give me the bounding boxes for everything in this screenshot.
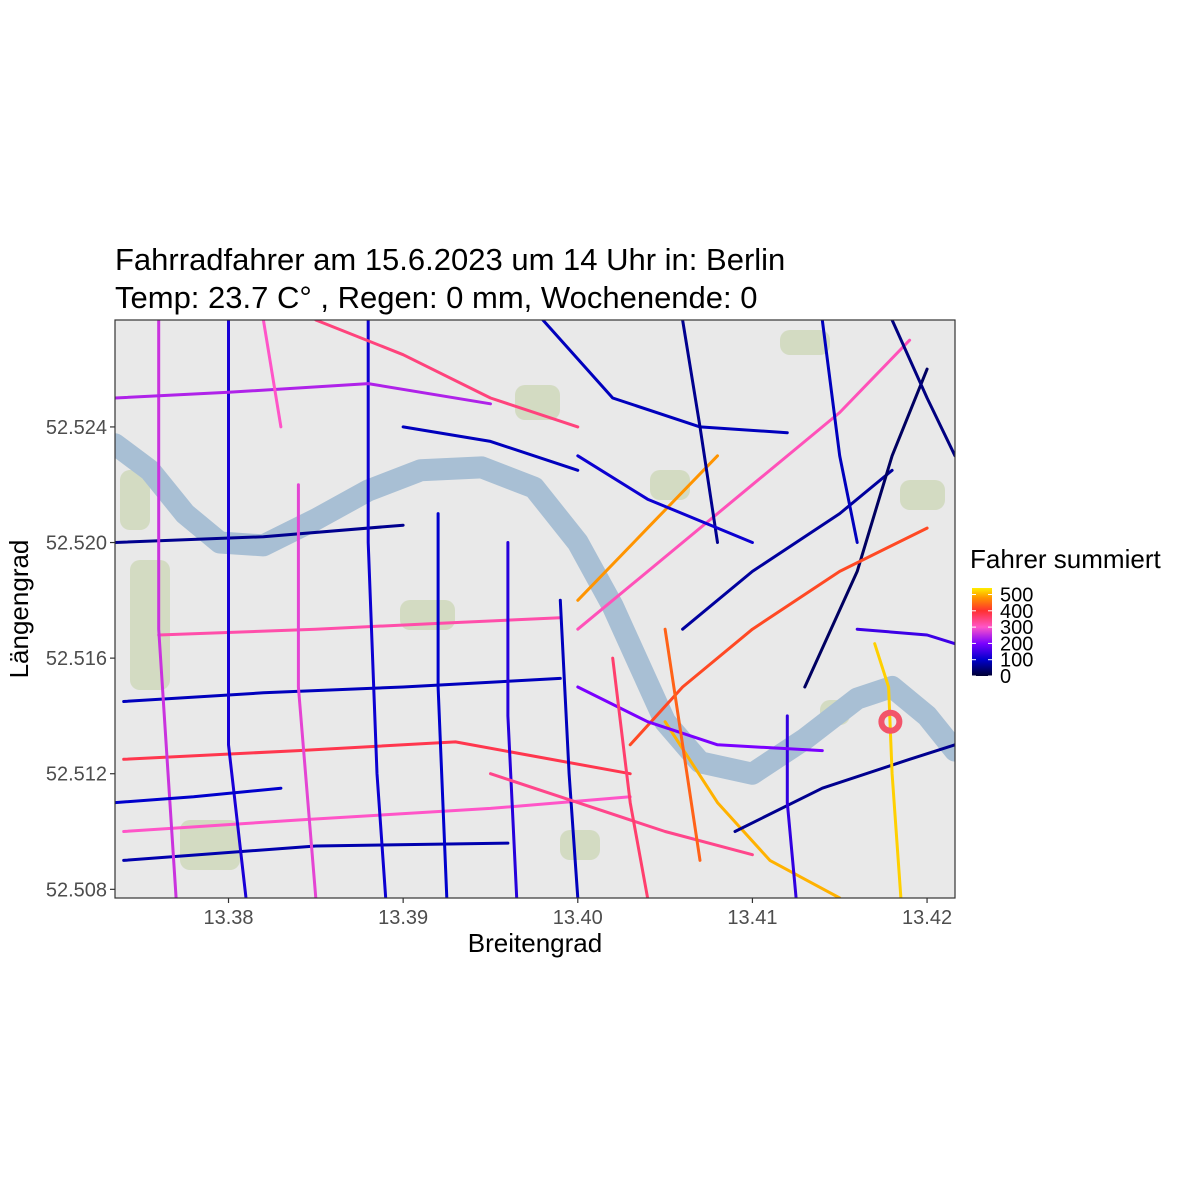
chart-title-line1: Fahrradfahrer am 15.6.2023 um 14 Uhr in:… <box>115 242 785 277</box>
road-segment <box>628 526 929 747</box>
river-spree <box>115 433 955 785</box>
road-segment <box>803 367 929 689</box>
road-segment <box>157 616 562 637</box>
road-segment <box>115 382 492 406</box>
park-area <box>180 820 240 870</box>
road-segment <box>855 627 955 646</box>
road-segment <box>576 454 754 544</box>
y-axis-title: Längengrad <box>4 540 34 679</box>
road-segment <box>115 523 405 544</box>
road-segment <box>366 320 388 898</box>
legend-label: 300 <box>1000 617 1033 639</box>
y-axis: 52.508 52.512 52.516 52.520 52.524 <box>46 417 115 901</box>
panel-border <box>114 319 956 899</box>
x-axis: 13.38 13.39 13.40 13.41 13.42 <box>203 898 952 929</box>
road-segment <box>296 483 318 898</box>
legend-label: 100 <box>1000 650 1033 672</box>
road-segment <box>558 598 580 898</box>
road-segment <box>663 720 842 898</box>
road-segment <box>890 320 955 458</box>
road-segment <box>541 320 789 435</box>
y-tick-label: 52.508 <box>46 879 107 901</box>
road-segment <box>785 714 798 898</box>
x-axis-title: Breitengrad <box>468 928 602 958</box>
road-segment <box>489 772 754 857</box>
road-segment <box>663 627 702 862</box>
location-marker <box>878 709 903 734</box>
road-segment <box>681 320 719 544</box>
road-segment <box>157 320 178 898</box>
x-tick-label: 13.38 <box>203 907 253 929</box>
legend-label: 0 <box>1000 666 1011 688</box>
road-segment <box>436 512 449 898</box>
legend-label: 400 <box>1000 601 1033 623</box>
road-segment <box>576 454 719 602</box>
park-area <box>130 560 170 690</box>
legend-label: 200 <box>1000 633 1033 655</box>
legend-title: Fahrer summiert <box>970 544 1161 574</box>
road-segment <box>576 338 912 631</box>
park-area <box>560 830 600 860</box>
park-area <box>650 470 690 500</box>
park-area <box>900 480 945 510</box>
road-segment <box>115 786 283 805</box>
road-segment <box>506 541 519 898</box>
y-tick-label: 52.520 <box>46 533 107 555</box>
y-tick-label: 52.524 <box>46 417 107 439</box>
map-panel <box>115 320 955 898</box>
road-segment <box>261 320 283 429</box>
x-tick-label: 13.40 <box>553 907 603 929</box>
park-area <box>780 330 830 355</box>
road-segment <box>401 425 580 472</box>
road-segment <box>681 468 894 631</box>
legend-label: 500 <box>1000 585 1033 607</box>
road-segment <box>611 656 650 898</box>
x-tick-label: 13.41 <box>727 907 777 929</box>
y-tick-label: 52.516 <box>46 648 107 670</box>
road-segment <box>820 320 859 544</box>
road-segments <box>115 320 955 898</box>
road-segment <box>122 795 632 833</box>
legend-colorbar <box>972 588 992 676</box>
chart-title-line2: Temp: 23.7 C° , Regen: 0 mm, Wochenende:… <box>115 280 758 315</box>
park-area <box>120 470 150 530</box>
road-segment <box>576 685 824 753</box>
road-segment <box>122 676 562 703</box>
road-segment <box>733 743 955 833</box>
x-tick-label: 13.39 <box>378 907 428 929</box>
x-tick-label: 13.42 <box>902 907 952 929</box>
y-tick-label: 52.512 <box>46 764 107 786</box>
road-segment <box>314 320 580 429</box>
road-segment <box>227 320 248 898</box>
